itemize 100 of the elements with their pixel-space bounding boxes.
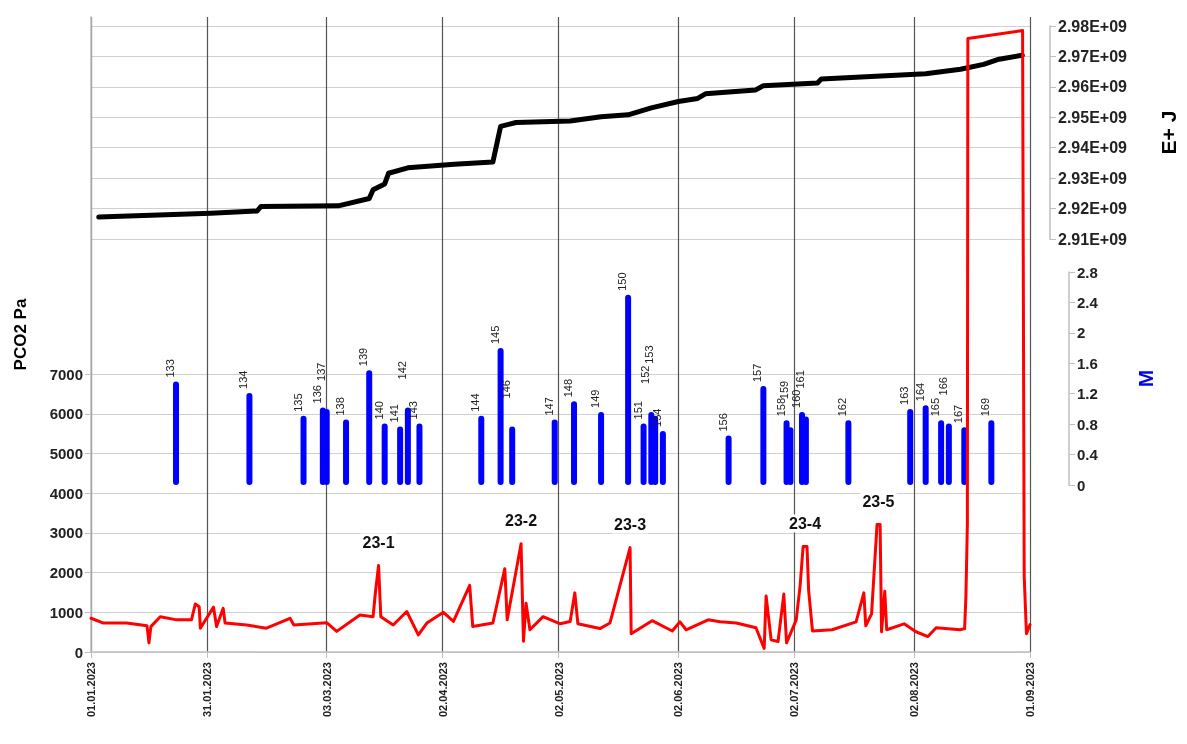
y-axis-title: PCO2 Pa bbox=[11, 298, 30, 371]
x-tick-label: 31.01.2023 bbox=[200, 662, 213, 718]
x-tick-label: 01.09.2023 bbox=[1024, 662, 1036, 718]
annotation: 141 bbox=[388, 404, 401, 423]
annotation: 148 bbox=[562, 378, 575, 398]
bar bbox=[404, 407, 411, 485]
bar bbox=[938, 420, 945, 485]
annotation: 23-2 bbox=[505, 512, 538, 530]
bar bbox=[343, 419, 350, 485]
annotation: 161 bbox=[793, 370, 806, 389]
annotation: 140 bbox=[372, 401, 385, 420]
annotation: 135 bbox=[291, 393, 304, 412]
bar bbox=[725, 435, 732, 485]
bar bbox=[323, 408, 330, 485]
x-tick-label: 02.06.2023 bbox=[672, 662, 685, 718]
annotation: 146 bbox=[500, 380, 513, 399]
bar bbox=[988, 420, 995, 485]
annotation: 143 bbox=[407, 401, 420, 420]
y2-tick-label: 2.96E+09 bbox=[1058, 78, 1128, 96]
annotation: 142 bbox=[395, 361, 408, 380]
y2-tick-label: 2.98E+09 bbox=[1058, 17, 1128, 35]
annotation: 163 bbox=[898, 386, 911, 405]
annotation: 139 bbox=[357, 347, 370, 367]
annotation: 167 bbox=[952, 404, 965, 424]
bar bbox=[845, 420, 852, 485]
bar bbox=[598, 411, 605, 485]
bar bbox=[802, 416, 809, 485]
y2-tick-label: 2.93E+09 bbox=[1058, 169, 1128, 187]
annotation: 165 bbox=[929, 397, 942, 417]
y-tick-label: 3000 bbox=[49, 524, 83, 542]
annotation: 144 bbox=[469, 393, 482, 412]
bar bbox=[551, 419, 558, 485]
y3-tick-label: 2 bbox=[1077, 324, 1086, 342]
annotation: 162 bbox=[836, 397, 849, 417]
x-tick-label: 03.03.2023 bbox=[320, 662, 333, 718]
annotation: 158 bbox=[774, 397, 787, 417]
annotation: 153 bbox=[643, 345, 656, 364]
annotation: 23-5 bbox=[862, 493, 895, 511]
y-tick-label: 0 bbox=[74, 643, 83, 661]
annotation: 137 bbox=[314, 362, 327, 381]
y3-tick-label: 1.2 bbox=[1077, 385, 1098, 403]
annotation: 145 bbox=[488, 325, 501, 345]
bar bbox=[478, 415, 485, 485]
bar bbox=[497, 348, 504, 485]
annotation: 23-4 bbox=[789, 514, 822, 532]
x-tick-label: 02.05.2023 bbox=[552, 662, 565, 718]
bar bbox=[509, 426, 516, 485]
y2-tick-label: 2.92E+09 bbox=[1058, 200, 1128, 218]
bar bbox=[416, 423, 423, 485]
annotation: 169 bbox=[979, 397, 992, 417]
bar bbox=[659, 430, 666, 485]
annotation: 23-1 bbox=[362, 533, 395, 551]
x-tick-label: 02.08.2023 bbox=[908, 662, 921, 718]
annotation: 156 bbox=[716, 413, 729, 432]
bar bbox=[571, 401, 578, 485]
y-tick-label: 4000 bbox=[49, 484, 83, 502]
annotation: 154 bbox=[650, 408, 663, 427]
y3-axis-title: M bbox=[1134, 369, 1157, 388]
y3-tick-label: 0.8 bbox=[1077, 415, 1098, 433]
bar bbox=[397, 426, 404, 485]
annotation: 166 bbox=[936, 377, 949, 396]
annotation: 149 bbox=[589, 389, 602, 408]
annotation: 138 bbox=[334, 397, 347, 416]
bar bbox=[760, 386, 767, 485]
y-tick-label: 6000 bbox=[49, 405, 83, 423]
y3-tick-label: 0.4 bbox=[1077, 446, 1099, 464]
y2-tick-label: 2.97E+09 bbox=[1058, 47, 1128, 65]
annotation: 23-3 bbox=[614, 516, 647, 534]
annotation: 152 bbox=[639, 365, 652, 384]
bar bbox=[173, 381, 180, 485]
bar bbox=[907, 408, 914, 485]
annotation: 136 bbox=[310, 385, 323, 404]
y-tick-label: 7000 bbox=[49, 365, 83, 383]
y-tick-label: 5000 bbox=[49, 445, 83, 463]
y3-tick-label: 0 bbox=[1077, 476, 1086, 494]
annotation: 164 bbox=[913, 382, 926, 402]
y-tick-label: 2000 bbox=[49, 564, 83, 582]
y3-tick-label: 2.8 bbox=[1077, 263, 1098, 281]
x-tick-label: 02.07.2023 bbox=[788, 662, 801, 718]
y3-tick-label: 2.4 bbox=[1077, 293, 1099, 311]
bar bbox=[366, 370, 373, 485]
x-tick-label: 02.04.2023 bbox=[436, 662, 449, 718]
y2-tick-label: 2.91E+09 bbox=[1058, 230, 1128, 248]
annotation: 151 bbox=[631, 401, 644, 420]
bar bbox=[625, 294, 632, 485]
bar bbox=[246, 392, 253, 485]
annotation: 157 bbox=[751, 363, 764, 383]
annotation: 147 bbox=[542, 397, 555, 416]
bar bbox=[381, 423, 388, 485]
annotation: 150 bbox=[616, 272, 629, 291]
y-tick-label: 1000 bbox=[49, 603, 83, 621]
annotation: 133 bbox=[164, 359, 177, 378]
y3-tick-label: 1.6 bbox=[1077, 354, 1098, 372]
bar bbox=[922, 405, 929, 485]
bar bbox=[945, 423, 952, 485]
annotation: 160 bbox=[790, 389, 803, 408]
bar bbox=[300, 415, 307, 485]
y2-tick-label: 2.95E+09 bbox=[1058, 108, 1128, 126]
x-tick-label: 01.01.2023 bbox=[85, 662, 97, 718]
y2-axis-title: E+ J bbox=[1157, 110, 1180, 155]
